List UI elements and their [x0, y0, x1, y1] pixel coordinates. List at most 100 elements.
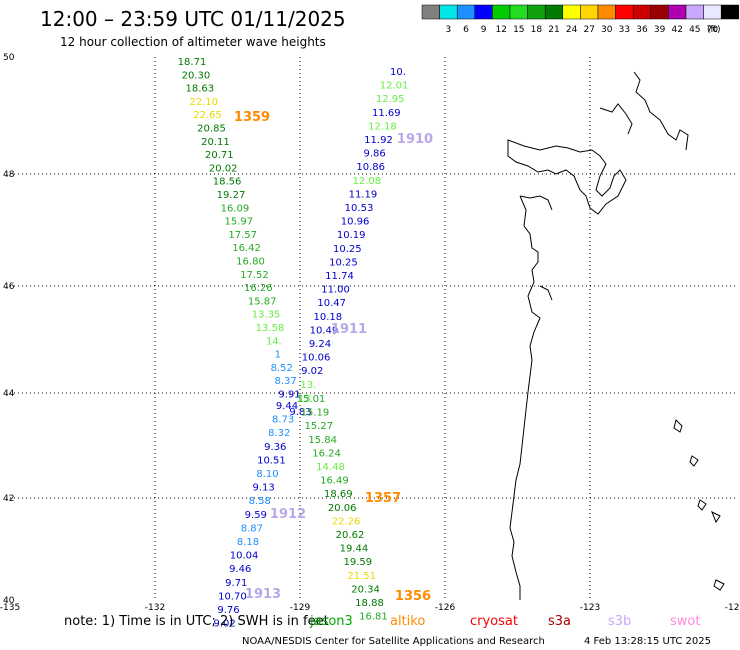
wave-height-value: 10.19 — [337, 230, 366, 241]
wave-height-value: 10.25 — [333, 244, 362, 255]
wave-height-value: 8.10 — [256, 469, 278, 480]
legend-tick-label: 3 — [446, 25, 452, 35]
legend-tick-label: 24 — [566, 25, 578, 35]
lat-lon-grid: -135 -132 -129 -126 -123 -120 50 48 46 44 42 40 — [0, 53, 740, 613]
wave-height-value: 10.53 — [345, 203, 374, 214]
pass-id-label: 1911 — [331, 322, 367, 337]
wave-height-value: 20.62 — [336, 530, 365, 541]
wave-height-value: 17.52 — [240, 270, 269, 281]
wave-height-value: 18.56 — [213, 177, 242, 188]
wave-height-value: 10.04 — [230, 551, 259, 562]
satellite-name: s3a — [548, 614, 571, 629]
legend-tick-label: 30 — [601, 25, 613, 35]
wave-height-value: 13. — [300, 380, 316, 391]
legend-swatch — [474, 4, 493, 20]
wave-height-value: 9.24 — [309, 339, 331, 350]
wave-height-value: 12.18 — [368, 121, 397, 132]
wave-height-value: 10.86 — [356, 162, 385, 173]
legend-tick-label: 42 — [671, 25, 682, 35]
credit-text: NOAA/NESDIS Center for Satellite Applica… — [242, 636, 545, 647]
legend-swatch — [421, 4, 440, 20]
wave-height-value: 8.87 — [241, 523, 263, 534]
wave-height-value: 11.00 — [321, 285, 350, 296]
legend-swatch — [527, 4, 546, 20]
legend-swatch — [615, 4, 634, 20]
satellite-name: s3b — [608, 614, 631, 629]
wave-height-value: 19.44 — [340, 544, 369, 555]
wave-height-value: 8.52 — [271, 363, 293, 374]
wave-height-value: 20.11 — [201, 137, 230, 148]
wave-height-value: 12.95 — [376, 94, 405, 105]
wave-height-value: 20.34 — [351, 584, 380, 595]
legend-swatch — [562, 4, 581, 20]
wave-height-value: 10.96 — [341, 217, 370, 228]
latitude-label: 40 — [3, 596, 15, 606]
legend-swatch — [439, 4, 458, 20]
map-title: 12:00 – 23:59 UTC 01/11/2025 — [40, 7, 346, 31]
pass-id-label: 1357 — [365, 491, 401, 506]
wave-height-value: 11.69 — [372, 108, 401, 119]
wave-height-value: 9.83 — [289, 407, 311, 418]
legend-swatch — [456, 4, 476, 20]
pass-id-label: 1359 — [234, 110, 270, 125]
wave-height-value: 9.44 — [276, 401, 298, 412]
coastline — [507, 71, 725, 600]
longitude-label: -120 — [725, 603, 740, 613]
legend-swatch — [492, 4, 511, 20]
satellite-name: cryosat — [470, 614, 518, 629]
legend-swatch — [668, 4, 687, 20]
wave-height-value: 15.84 — [308, 435, 337, 446]
wave-height-value: 10.51 — [257, 455, 286, 466]
timestamp-text: 4 Feb 13:28:15 UTC 2025 — [584, 636, 711, 647]
wave-height-value: 16.09 — [221, 203, 250, 214]
wave-height-value: 9.13 — [252, 483, 274, 494]
latitude-label: 44 — [3, 389, 15, 399]
wave-height-value: 17.57 — [228, 230, 257, 241]
wave-height-value: 10.25 — [329, 257, 358, 268]
wave-height-value: 8.18 — [237, 537, 259, 548]
longitude-label: -129 — [290, 603, 311, 613]
longitude-label: -123 — [580, 603, 600, 613]
wave-height-value: 22.26 — [332, 516, 361, 527]
wave-height-value: 12.08 — [352, 176, 381, 187]
longitude-label: -135 — [0, 603, 20, 613]
satellite-name: altiko — [390, 614, 425, 629]
wave-height-value: 10.49 — [310, 325, 339, 336]
wave-height-value: 18.71 — [178, 57, 207, 68]
wave-height-value: 16.24 — [312, 448, 341, 459]
wave-height-value: 16.49 — [320, 476, 349, 487]
legend-swatch — [632, 4, 652, 20]
wave-height-value: 15.87 — [248, 296, 277, 307]
latitude-label: 48 — [3, 170, 15, 180]
wave-height-value: 14.48 — [316, 462, 345, 473]
wave-height-value: 8.32 — [268, 428, 290, 439]
wave-height-value: 20.02 — [209, 163, 238, 174]
wave-height-value: 13 — [298, 393, 311, 404]
latitude-label: 42 — [3, 494, 14, 504]
wave-height-value: 20.85 — [197, 124, 226, 135]
altimeter-tracks: 18.71 20.30 18.63 22.10 22.65 20.85 20.11 20.71… — [178, 57, 409, 630]
wave-height-value: 9.91 — [278, 390, 300, 401]
wave-height-value: 15.27 — [304, 421, 333, 432]
legend-tick-label: 33 — [619, 25, 630, 35]
wave-height-value: 20.30 — [182, 70, 211, 81]
footer-note: note: 1) Time is in UTC; 2) SWH is in fe… — [64, 614, 329, 629]
wave-height-value: 19.27 — [217, 190, 246, 201]
wave-height-value: 19.59 — [343, 557, 372, 568]
legend-swatch — [544, 4, 564, 20]
wave-height-value: 9.46 — [229, 564, 251, 575]
wave-height-value: 18.63 — [185, 84, 214, 95]
wave-height-value: 16.26 — [244, 283, 273, 294]
legend-swatch — [580, 4, 599, 20]
wave-height-value: 15.19 — [301, 408, 330, 419]
wave-height-value: 9.02 — [213, 619, 235, 630]
wave-height-value: 20.71 — [205, 150, 234, 161]
pass-id-label: 1912 — [270, 507, 306, 522]
legend-tick-label: 21 — [548, 25, 559, 35]
wave-height-value: 15.97 — [224, 217, 253, 228]
wave-height-value: 10.47 — [317, 298, 346, 309]
wave-height-value: 13.58 — [256, 323, 285, 334]
wave-height-value: 9.36 — [264, 442, 286, 453]
legend-tick-label: 15 — [513, 25, 524, 35]
